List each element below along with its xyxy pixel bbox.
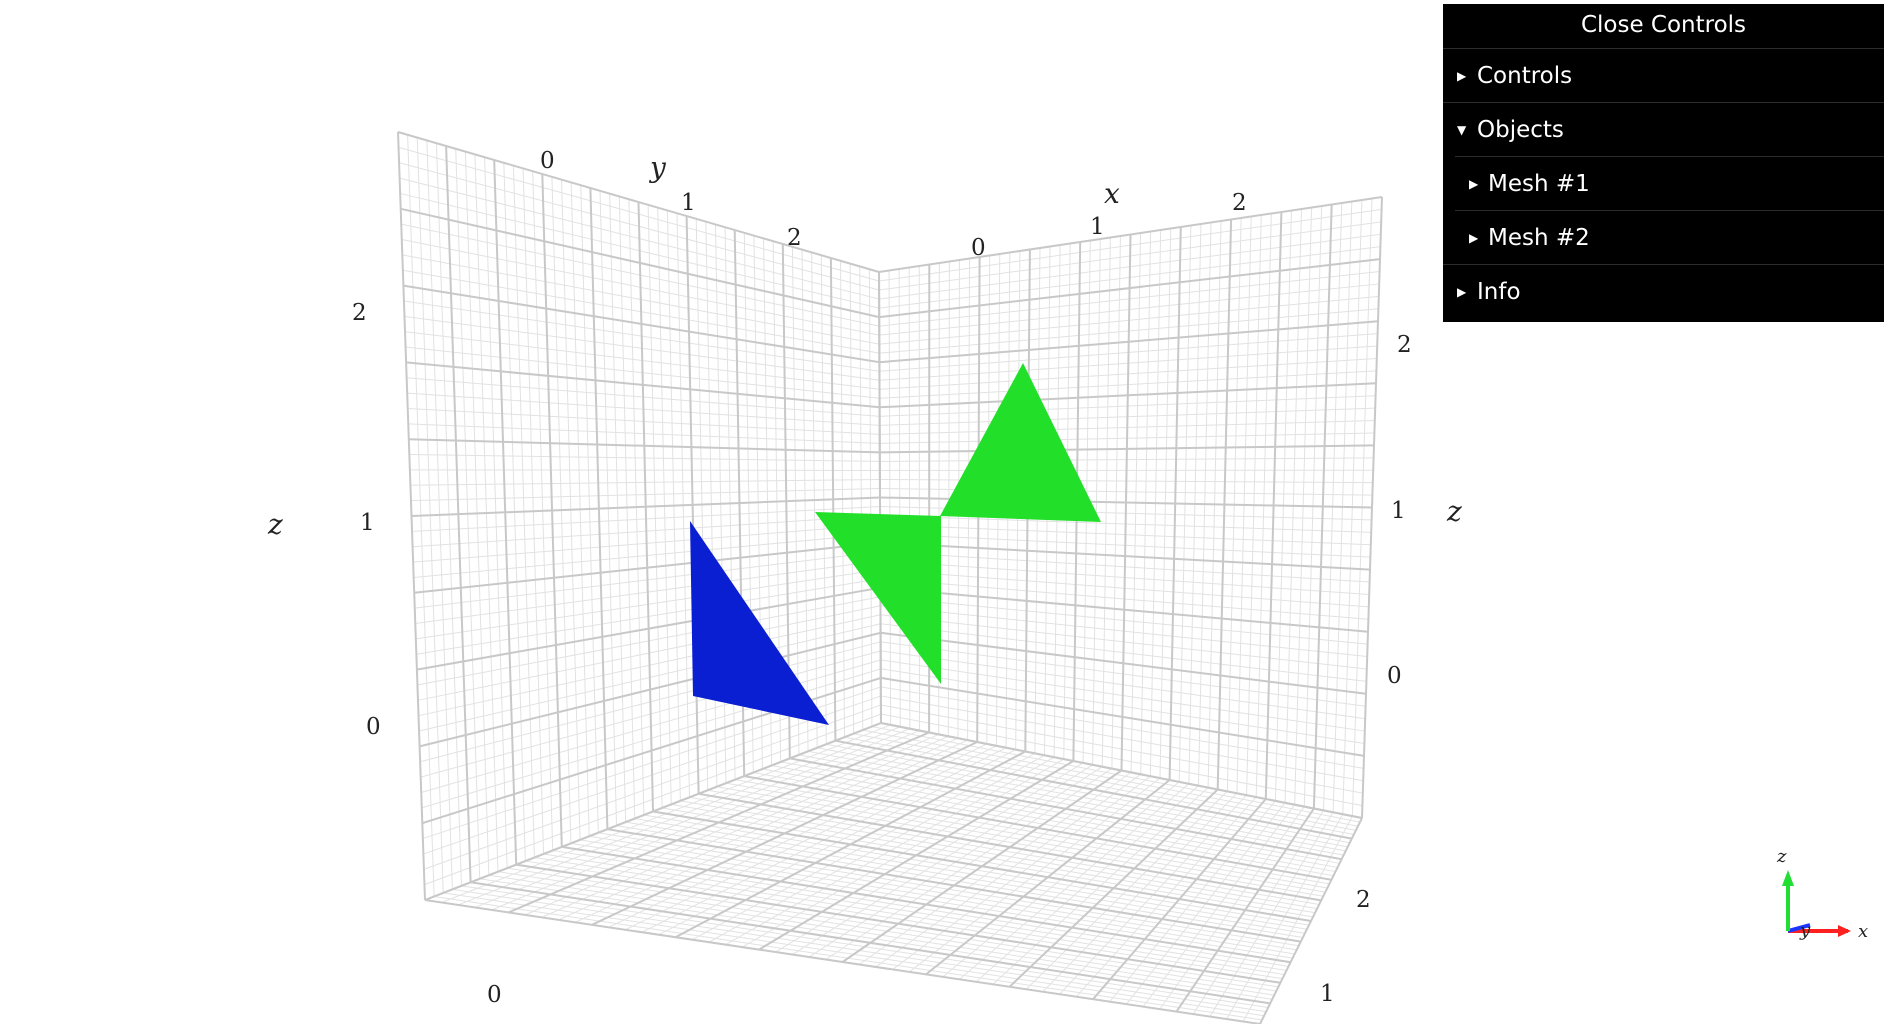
- grid-major-line: [880, 676, 1365, 757]
- folder-objects-label: Objects: [1477, 117, 1564, 143]
- grid-major-line: [829, 257, 837, 741]
- grid-floor-xy: [424, 722, 1363, 1024]
- mesh-2-triangle-upper[interactable]: [940, 363, 1101, 522]
- tick-z-2-right: 2: [1397, 332, 1412, 358]
- gizmo-y-arrow: [1787, 923, 1811, 933]
- close-controls-button[interactable]: Close Controls: [1580, 12, 1747, 38]
- tick-x-1-top: 1: [1090, 214, 1105, 240]
- grid-major-line: [652, 810, 1312, 922]
- grid-major-line: [1175, 807, 1315, 1013]
- gizmo-label-x: x: [1858, 921, 1868, 942]
- controls-panel: Close Controls ▶ Controls ▼ Objects ▶ Me…: [1443, 4, 1884, 322]
- axes-gizmo: z y x: [1776, 846, 1868, 942]
- grid-major-line: [1008, 788, 1219, 988]
- axis-label-x: x: [1104, 177, 1120, 210]
- grid-major-line: [607, 828, 1301, 943]
- grid-wall-xz: [878, 196, 1383, 819]
- grid-major-line: [880, 631, 1367, 695]
- mesh-2-triangle-lower[interactable]: [815, 512, 941, 684]
- gizmo-label-y: y: [1799, 920, 1811, 941]
- grid-major-line: [685, 215, 700, 794]
- tick-y-0-top: 0: [540, 148, 555, 174]
- tick-z-2-left: 2: [352, 300, 367, 326]
- tick-z-0-left: 0: [366, 714, 381, 740]
- grid-major-line: [1264, 211, 1283, 800]
- grid-major-line: [561, 845, 1291, 964]
- axis-label-y: y: [648, 151, 667, 184]
- grid-major-line: [470, 881, 1271, 1005]
- grid-major-line: [880, 586, 1369, 633]
- caret-right-icon: ▶: [1469, 177, 1479, 191]
- grid-major-line: [1361, 196, 1383, 819]
- tick-z-1-left: 1: [360, 510, 375, 536]
- tick-y-2-right: 2: [1356, 887, 1371, 913]
- folder-mesh-1-label: Mesh #1: [1488, 171, 1590, 197]
- axis-label-z-right: z: [1446, 495, 1462, 528]
- gizmo-label-z: z: [1776, 846, 1787, 867]
- grid-major-line: [880, 541, 1371, 571]
- folder-controls[interactable]: ▶ Controls: [1443, 48, 1884, 102]
- grid-major-line: [1216, 219, 1233, 790]
- tick-x-0-top: 0: [971, 235, 986, 261]
- grid-major-line: [414, 541, 881, 594]
- folder-mesh-1[interactable]: ▶ Mesh #1: [1455, 156, 1884, 210]
- folder-info-label: Info: [1477, 279, 1521, 305]
- folder-info[interactable]: ▶ Info: [1443, 264, 1884, 318]
- folder-controls-label: Controls: [1477, 63, 1573, 89]
- panel-bottom-edge: [1443, 318, 1884, 322]
- grid-major-line: [1168, 226, 1182, 781]
- grid-major-line: [925, 779, 1171, 976]
- caret-down-icon: ▼: [1457, 123, 1467, 137]
- grid-major-line: [1312, 204, 1333, 809]
- grid-major-line: [411, 496, 881, 517]
- tick-z-0-right: 0: [1387, 663, 1402, 689]
- grid-major-line: [416, 586, 881, 671]
- folder-mesh-2-label: Mesh #2: [1488, 225, 1590, 251]
- mesh-1-triangle[interactable]: [690, 521, 829, 725]
- tick-y-1-right: 1: [1320, 981, 1335, 1007]
- gizmo-x-arrowhead: [1838, 925, 1851, 937]
- grid-major-line: [516, 863, 1281, 984]
- grid-major-line: [424, 899, 1261, 1024]
- grid-major-line: [1259, 817, 1363, 1024]
- grid-major-line: [419, 631, 881, 748]
- folder-objects[interactable]: ▼ Objects: [1443, 102, 1884, 156]
- tick-y-2-top: 2: [787, 225, 802, 251]
- tick-z-1-right: 1: [1391, 498, 1406, 524]
- folder-mesh-2[interactable]: ▶ Mesh #2: [1455, 210, 1884, 264]
- tick-x-0-bottom: 0: [487, 982, 502, 1008]
- tick-y-1-top: 1: [681, 190, 696, 216]
- axis-label-z-left: z: [267, 508, 283, 541]
- gizmo-z-arrowhead: [1782, 870, 1794, 886]
- objects-folder-content: ▶ Mesh #1 ▶ Mesh #2: [1452, 156, 1884, 264]
- caret-right-icon: ▶: [1457, 285, 1467, 299]
- caret-right-icon: ▶: [1457, 69, 1467, 83]
- grid-major-line: [1092, 798, 1267, 1000]
- tick-x-2-top: 2: [1232, 190, 1247, 216]
- caret-right-icon: ▶: [1469, 231, 1479, 245]
